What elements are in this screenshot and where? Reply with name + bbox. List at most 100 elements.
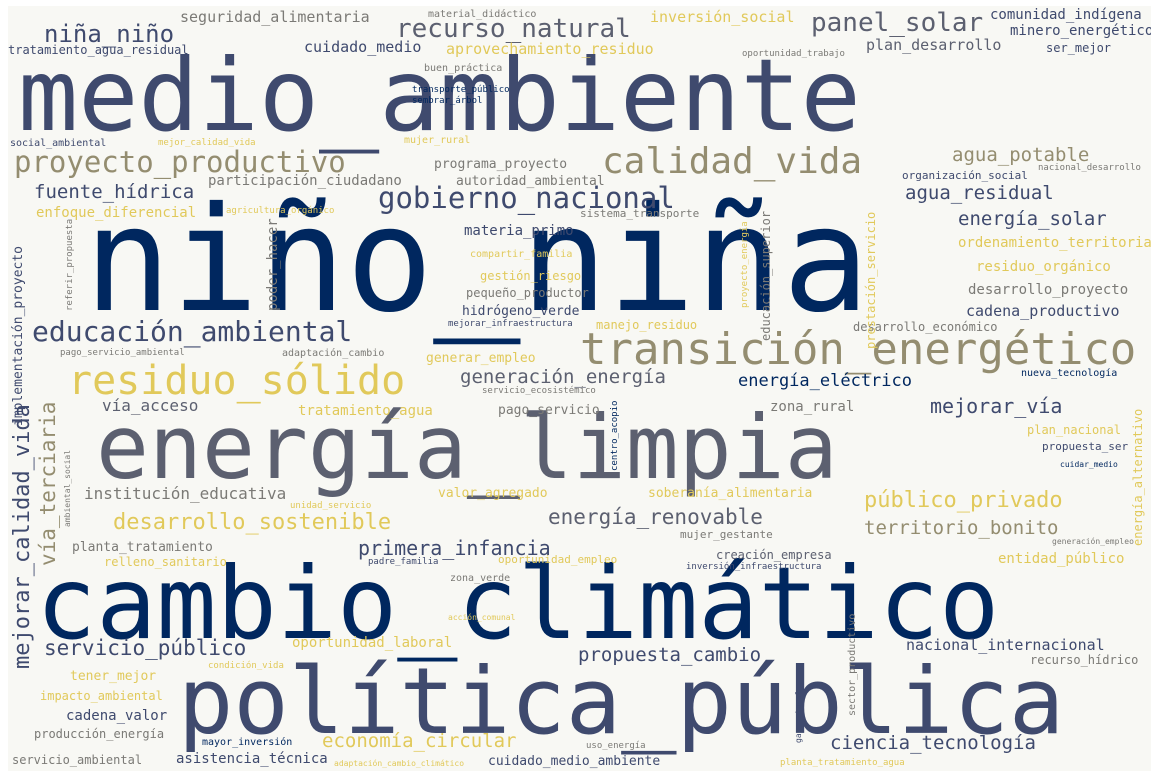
word-vertical: ambiental_social xyxy=(63,449,72,527)
word: pago_servicio_ambiental xyxy=(60,348,185,358)
word: plan_nacional xyxy=(1027,423,1121,437)
word: público_privado xyxy=(864,488,1063,513)
word: servicio_ecosistémico xyxy=(482,386,596,396)
word: agua_residual xyxy=(905,182,1054,204)
word-vertical: vía_terciaria xyxy=(36,401,60,566)
word: asistencia_técnica xyxy=(176,751,328,767)
word: desarrollo_sostenible xyxy=(113,510,392,535)
word-vertical: implementación_proyecto xyxy=(11,245,26,426)
word: propuesta_ser xyxy=(1042,440,1129,453)
word: energía_solar xyxy=(958,208,1107,230)
word: panel_solar xyxy=(811,8,984,38)
word: cambio_climático xyxy=(36,545,1000,662)
word: inversión_social xyxy=(650,8,795,26)
word: planta_tratamiento_agua xyxy=(780,758,905,768)
word: pequeño_productor xyxy=(466,286,589,300)
word: acción_comunal xyxy=(448,613,516,622)
word: proyecto_productivo xyxy=(14,145,346,179)
word: mejorar_infraestructura xyxy=(448,319,573,329)
word: ordenamiento_territorial xyxy=(958,235,1151,251)
word: social_ambiental xyxy=(10,138,107,149)
word: sembrar_árbol xyxy=(412,96,483,106)
word: servicio_público xyxy=(44,636,247,660)
word-vertical: energía_alternativo xyxy=(1131,408,1145,546)
word: servicio_ambiental xyxy=(12,753,143,767)
word: desarrollo_económico xyxy=(853,320,998,334)
word: fuente_hídrica xyxy=(34,181,195,203)
word: recurso_natural xyxy=(396,14,631,44)
word: enfoque_diferencial xyxy=(36,205,197,221)
word-vertical: gas_natural xyxy=(794,690,803,743)
word: unidad_servicio xyxy=(290,501,372,511)
word: transporte_público xyxy=(412,85,510,95)
word: valor_agregado xyxy=(438,486,548,501)
word: oportunidad_trabajo xyxy=(742,49,845,59)
word-vertical: mejorar_calidad_vida xyxy=(10,404,35,669)
word: primera_infancia xyxy=(358,536,551,560)
word: creación_empresa xyxy=(716,548,832,562)
word-vertical: educación_superior xyxy=(759,210,773,341)
word-vertical: proyecto_energía xyxy=(740,221,750,308)
word: pago_servicio xyxy=(498,403,600,418)
word: comunidad_indígena xyxy=(990,7,1142,23)
word-cloud: medio_ambiente niño_niña cambio_climátic… xyxy=(8,6,1151,771)
word: educación_ambiental xyxy=(32,315,353,348)
word: uso_energía xyxy=(586,741,646,751)
word: impacto_ambiental xyxy=(40,689,163,703)
word: relleno_sanitario xyxy=(104,555,227,569)
word: propuesta_cambio xyxy=(578,644,762,666)
word: cuidado_medio_ambiente xyxy=(488,754,661,769)
word: niño_niña xyxy=(84,176,870,345)
word: soberanía_alimentaria xyxy=(648,486,813,501)
word: tratamiento_agua_residual xyxy=(8,43,189,57)
word-vertical: poder_hacer xyxy=(265,218,281,311)
word: niña_niño xyxy=(44,20,175,48)
word: gestión_riesgo xyxy=(480,269,582,283)
word: condición_vida xyxy=(208,661,284,671)
word: compartir_familia xyxy=(470,249,573,260)
word-vertical: prestación_servicio xyxy=(864,211,878,349)
word: organización_social xyxy=(902,169,1028,182)
word: nacional_desarrollo xyxy=(1038,163,1141,173)
word: padre_familia xyxy=(368,557,439,567)
word: energía_limpia xyxy=(96,396,838,499)
word: tener_mejor xyxy=(70,669,157,684)
word: generación_empleo xyxy=(1052,537,1134,546)
word: plan_desarrollo xyxy=(866,36,1002,54)
word: política_pública xyxy=(178,648,1065,755)
word-vertical: centro_acopio xyxy=(610,400,620,471)
word: transición_energético xyxy=(580,324,1137,375)
word: cadena_valor xyxy=(66,708,168,724)
word: mayor_inversión xyxy=(202,737,293,748)
word: autoridad_ambiental xyxy=(456,174,605,189)
word: adaptación_cambio_climático xyxy=(334,759,465,768)
word: agricultura_orgánico xyxy=(226,206,335,216)
word: zona_rural xyxy=(770,399,855,415)
word: economía_circular xyxy=(322,730,517,752)
word: agua_potable xyxy=(952,144,1090,166)
word: generación_energía xyxy=(460,366,666,388)
word: oportunidad_laboral xyxy=(292,635,453,651)
word: cuidar_medio xyxy=(1060,460,1118,469)
word: manejo_residuo xyxy=(596,318,698,332)
word: vía_acceso xyxy=(102,396,199,415)
word: minero_energético xyxy=(1010,23,1151,39)
word: residuo_orgánico xyxy=(976,259,1111,275)
word: mejor_calidad_vida xyxy=(158,138,256,148)
word: mejorar_vía xyxy=(930,394,1063,418)
word: hidrógeno_verde xyxy=(462,304,580,319)
word: buen_práctica xyxy=(424,63,503,74)
word: mujer_gestante xyxy=(680,528,773,541)
word: producción_energía xyxy=(34,727,165,741)
word: aprovechamiento_residuo xyxy=(446,40,654,58)
word: materia_primo xyxy=(464,223,574,239)
word: cuidado_medio xyxy=(304,38,422,56)
word: calidad_vida xyxy=(602,141,863,182)
word: territorio_bonito xyxy=(864,517,1059,539)
word: oportunidad_empleo xyxy=(498,553,618,566)
word: seguridad_alimentaria xyxy=(180,8,370,26)
word-vertical: referir_propuesta xyxy=(65,218,75,311)
word: recurso_hídrico xyxy=(1030,653,1139,667)
word: inversión_infraestructura xyxy=(686,562,822,572)
word: participación_ciudadano xyxy=(208,173,402,189)
